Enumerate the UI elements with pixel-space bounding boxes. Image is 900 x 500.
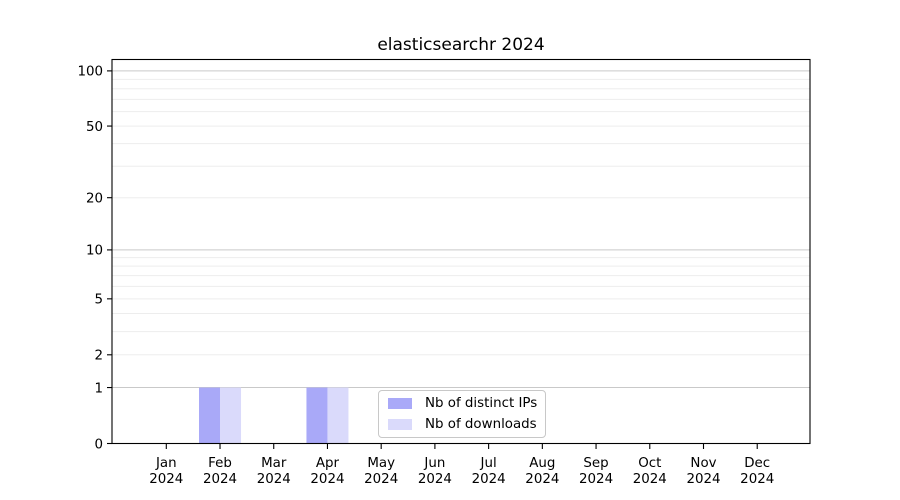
y-tick-label: 20 [86,191,103,206]
x-tick-label-month: Oct [638,456,661,471]
x-tick-label-month: Sep [583,456,608,471]
x-tick-label-month: Aug [529,456,555,471]
x-tick-label-month: Jun [423,456,445,471]
x-tick-label-month: Apr [316,456,340,471]
x-tick-label-year: 2024 [579,472,613,487]
x-tick-label-month: Nov [690,456,716,471]
minor-gridlines [112,78,810,356]
legend-item-downloads: Nb of downloads [388,416,545,433]
x-tick-label-year: 2024 [149,472,183,487]
legend-swatch-distinct-ips [388,398,412,409]
legend-item-distinct-ips: Nb of distinct IPs [388,395,545,412]
x-tick-label-month: Feb [208,456,232,471]
bar [199,387,221,444]
x-tick-label-year: 2024 [633,472,667,487]
x-tick-label-month: Jan [155,456,177,471]
y-tick-label: 10 [86,244,103,259]
x-tick-label-year: 2024 [472,472,506,487]
legend-label-downloads: Nb of downloads [425,417,537,432]
x-tick-label-year: 2024 [257,472,291,487]
x-tick-label-year: 2024 [418,472,452,487]
legend: Nb of distinct IPs Nb of downloads [378,390,546,438]
x-tick-label-month: Dec [744,456,770,471]
bar [220,387,242,444]
x-tick-label-year: 2024 [364,472,398,487]
y-tick-label: 50 [86,120,103,135]
y-tick-label: 1 [94,381,103,396]
x-tick-label-year: 2024 [310,472,344,487]
y-axis-ticks: 0 1 2 5 10 20 50 100 [77,65,112,452]
y-tick-label: 100 [77,65,103,80]
bar [306,387,328,444]
plot-frame [111,58,811,445]
x-tick-label-year: 2024 [525,472,559,487]
y-tick-label: 0 [94,437,103,452]
x-tick-label-year: 2024 [686,472,720,487]
x-tick-label-month: Jul [480,456,497,471]
x-tick-label-month: Mar [261,456,287,471]
x-tick-label-year: 2024 [740,472,774,487]
bar-series-downloads [220,387,349,444]
x-tick-label-year: 2024 [203,472,237,487]
y-tick-label: 5 [94,293,103,308]
bar [327,387,349,444]
bar-series-distinct-ips [199,387,328,444]
x-tick-label-month: May [367,456,395,471]
legend-label-distinct-ips: Nb of distinct IPs [425,396,538,411]
major-gridlines [112,70,810,389]
x-axis-ticks: Jan2024Feb2024Mar2024Apr2024May2024Jun20… [149,443,774,487]
chart-title: elasticsearchr 2024 [377,35,545,55]
legend-swatch-downloads [388,419,412,430]
y-tick-label: 2 [94,349,103,364]
